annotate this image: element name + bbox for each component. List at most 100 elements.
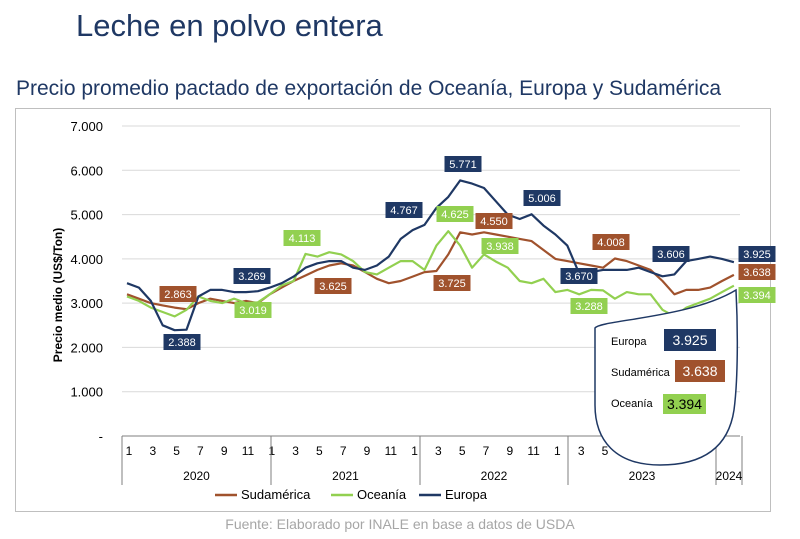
x-year-label: 2023 [629, 469, 656, 483]
series-line-sudamrica [126, 231, 735, 311]
callout-value: 3.394 [667, 396, 702, 412]
data-label-box [560, 268, 598, 284]
data-label-box [385, 202, 423, 218]
data-label-box [523, 190, 561, 206]
x-tick-label: 5 [459, 444, 466, 458]
data-label-sudamrica: 4.550 [475, 213, 513, 229]
x-year-label: 2021 [332, 469, 359, 483]
data-label-box [283, 230, 321, 246]
data-label-oceana: 3.394 [738, 287, 776, 303]
legend-label: Oceanía [357, 487, 407, 502]
data-label-europa: 5.006 [523, 190, 561, 206]
callout-value-box [664, 329, 716, 351]
x-tick-label: 3 [149, 444, 156, 458]
data-label-text: 3.670 [565, 271, 593, 283]
x-tick-label: 11 [527, 444, 540, 458]
data-label-text: 5.771 [449, 159, 477, 171]
x-tick-label: 5 [602, 444, 609, 458]
chart-frame [15, 108, 771, 512]
data-label-box [592, 234, 630, 250]
x-year-label: 2022 [481, 469, 508, 483]
data-label-box [234, 302, 272, 318]
legend-label: Europa [445, 487, 488, 502]
x-tick-label: 3 [578, 444, 585, 458]
callout-value-box [675, 360, 725, 382]
chart-subtitle: Precio promedio pactado de exportación d… [16, 77, 722, 100]
data-label-box [481, 238, 519, 254]
callout: Europa 3.925 Sudamérica 3.638 Oceanía 3.394 [594, 288, 739, 466]
data-label-box [444, 156, 482, 172]
data-label-box [738, 287, 776, 303]
x-tick-label: 9 [506, 444, 513, 458]
data-label-text: 3.638 [743, 267, 771, 279]
legend-item-sudamrica: Sudamérica [215, 487, 311, 502]
data-label-box [570, 298, 608, 314]
callout-value: 3.638 [682, 363, 717, 379]
gridlines [122, 125, 740, 437]
y-tick-label: 7.000 [70, 119, 103, 134]
data-label-text: 3.925 [743, 249, 771, 261]
data-label-text: 5.006 [528, 193, 556, 205]
x-tick-label: 5 [316, 444, 323, 458]
x-tick-label: 7 [483, 444, 490, 458]
data-label-europa: 4.767 [385, 202, 423, 218]
data-label-europa: 2.388 [163, 334, 201, 350]
data-label-text: 4.767 [390, 205, 418, 217]
data-label-oceana: 3.288 [570, 298, 608, 314]
data-label-box [738, 264, 776, 280]
x-tick-label: 7 [340, 444, 347, 458]
data-label-oceana: 3.019 [234, 302, 272, 318]
data-label-oceana: 4.625 [436, 206, 474, 222]
data-label-text: 3.625 [319, 281, 347, 293]
data-label-oceana: 3.938 [481, 238, 519, 254]
x-tick-label: 7 [197, 444, 204, 458]
axes: - 1.000 2.000 3.000 4.000 5.000 6.000 7.000 Prec… [51, 119, 743, 485]
data-label-box [652, 246, 690, 262]
data-label-text: 2.388 [168, 337, 196, 349]
data-label-box [436, 206, 474, 222]
data-label-europa: 3.269 [233, 268, 271, 284]
x-tick-label: 1 [554, 444, 561, 458]
data-label-box [433, 275, 471, 291]
data-label-europa: 3.925 [738, 246, 776, 262]
callout-label: Oceanía [611, 398, 653, 410]
data-label-text: 4.550 [480, 216, 508, 228]
data-label-sudamrica: 2.863 [159, 286, 197, 302]
data-label-text: 3.288 [575, 301, 603, 313]
legend-label: Sudamérica [241, 487, 311, 502]
legend: Sudamérica Oceanía Europa [215, 487, 488, 502]
data-label-europa: 3.670 [560, 268, 598, 284]
data-label-sudamrica: 3.638 [738, 264, 776, 280]
y-tick-label: 2.000 [70, 340, 103, 355]
data-label-sudamrica: 4.008 [592, 234, 630, 250]
x-tick-label: 1 [126, 444, 133, 458]
legend-item-europa: Europa [419, 487, 488, 502]
y-tick-label: 4.000 [70, 252, 103, 267]
data-label-box [738, 246, 776, 262]
y-tick-label: 5.000 [70, 208, 103, 223]
data-label-box [475, 213, 513, 229]
x-tick-label: 11 [385, 444, 398, 458]
x-tick-label: 5 [173, 444, 180, 458]
x-tick-label: 3 [435, 444, 442, 458]
x-tick-label: 3 [292, 444, 299, 458]
callout-label: Sudamérica [611, 367, 671, 379]
data-label-sudamrica: 3.725 [433, 275, 471, 291]
callout-value-box [663, 394, 706, 414]
data-label-text: 2.863 [164, 289, 192, 301]
data-label-box [163, 334, 201, 350]
data-label-box [233, 268, 271, 284]
data-label-text: 4.113 [289, 233, 316, 245]
callout-item-oceana: Oceanía 3.394 [611, 394, 706, 414]
y-tick-label: 6.000 [70, 163, 103, 178]
page-title: Leche en polvo entera [76, 8, 383, 43]
source-note: Fuente: Elaborado por INALE en base a da… [225, 516, 575, 532]
data-label-oceana: 4.113 [283, 230, 321, 246]
data-label-text: 4.008 [597, 237, 625, 249]
x-year-label: 2024 [716, 469, 743, 483]
x-tick-label: 1 [411, 444, 418, 458]
data-label-europa: 3.606 [652, 246, 690, 262]
data-label-text: 3.938 [486, 241, 514, 253]
data-label-text: 3.019 [239, 305, 267, 317]
